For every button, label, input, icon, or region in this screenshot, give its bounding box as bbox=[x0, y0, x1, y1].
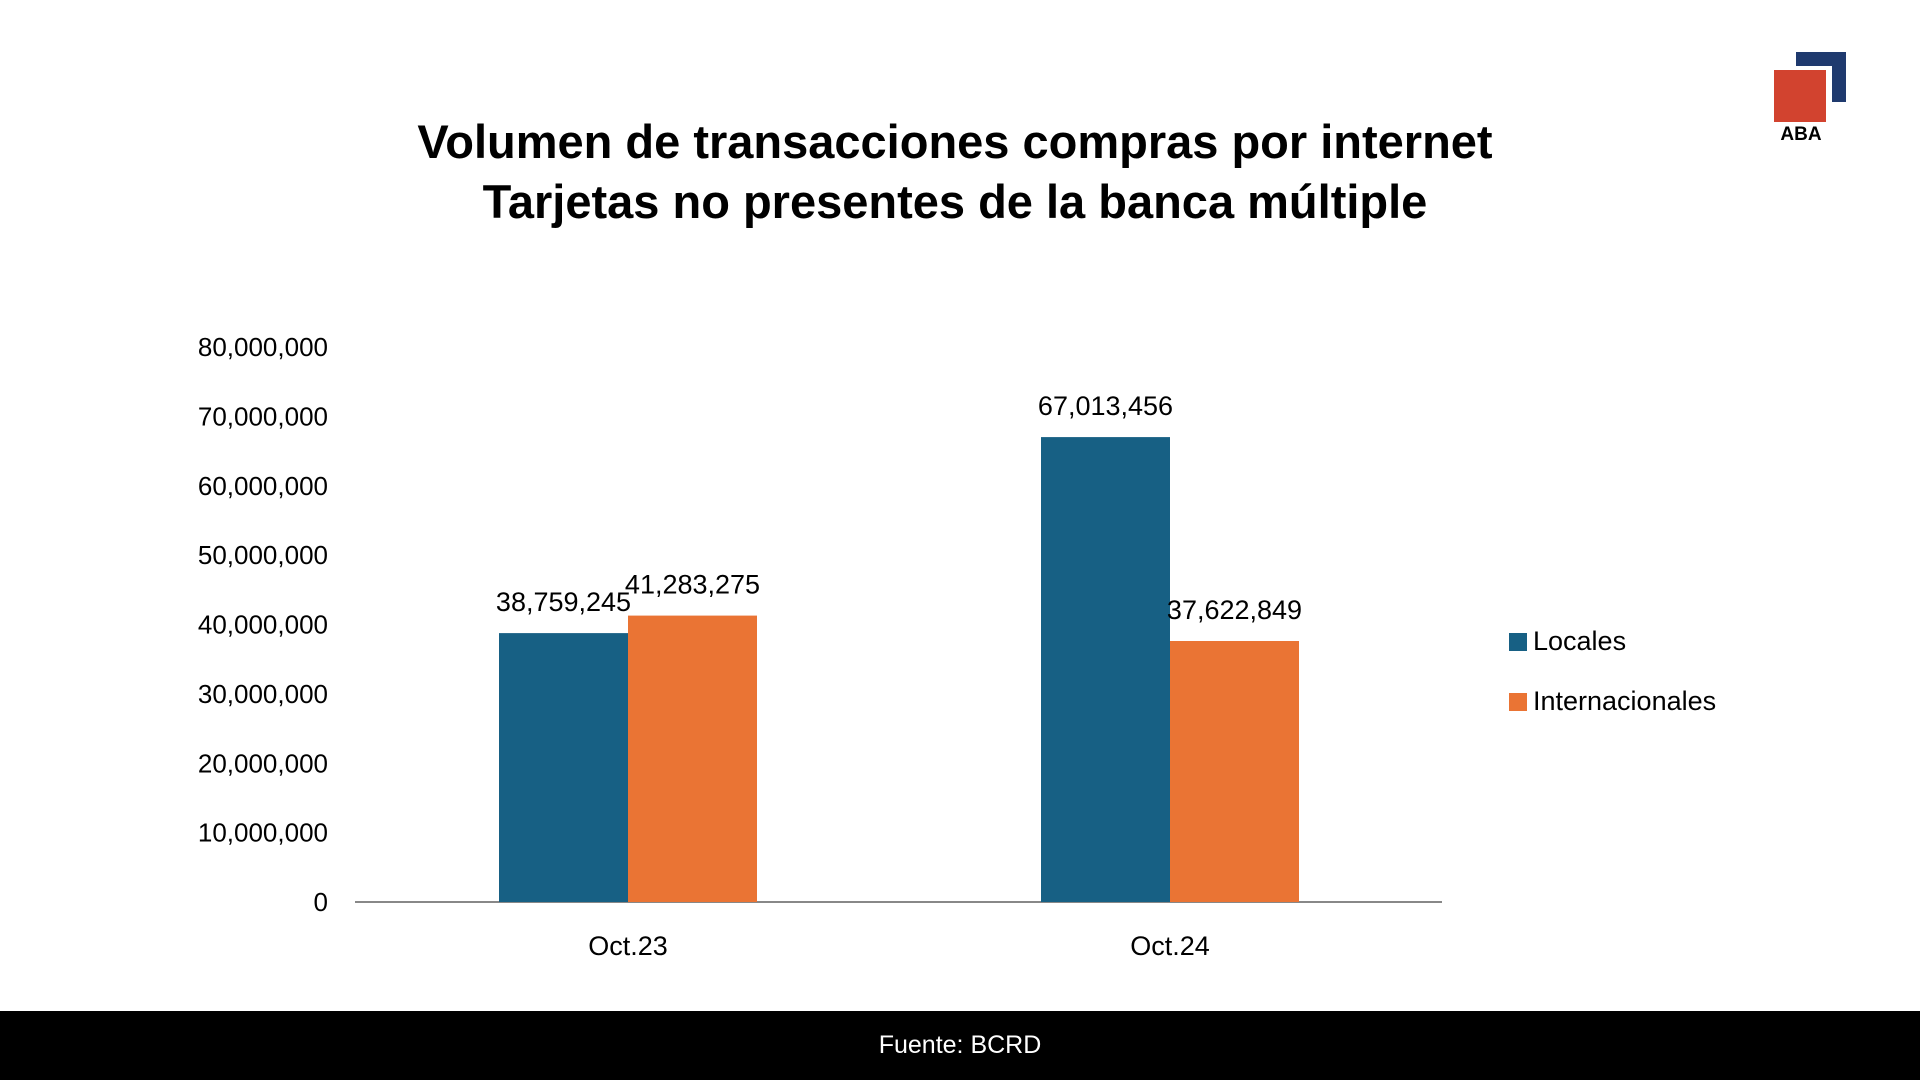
logo-red-square bbox=[1774, 70, 1826, 122]
x-tick-label: Oct.24 bbox=[1130, 931, 1210, 961]
y-tick-label: 50,000,000 bbox=[198, 540, 328, 570]
y-tick-label: 70,000,000 bbox=[198, 401, 328, 431]
logo-text: ABA bbox=[1780, 124, 1822, 145]
data-label: 38,759,245 bbox=[496, 587, 631, 617]
data-label: 37,622,849 bbox=[1167, 595, 1302, 625]
legend-label: Locales bbox=[1533, 626, 1627, 656]
y-tick-label: 60,000,000 bbox=[198, 471, 328, 501]
bar-locales-Oct.24 bbox=[1041, 437, 1170, 902]
y-tick-label: 80,000,000 bbox=[198, 332, 328, 362]
bar-internacionales-Oct.23 bbox=[628, 615, 757, 902]
data-label: 41,283,275 bbox=[625, 570, 760, 600]
bar-locales-Oct.23 bbox=[499, 633, 628, 902]
y-tick-label: 40,000,000 bbox=[198, 610, 328, 640]
legend-label: Internacionales bbox=[1533, 686, 1717, 716]
y-tick-label: 0 bbox=[314, 887, 328, 917]
bar-chart: 0 10,000,000 20,000,000 30,000,000 40,000,00… bbox=[198, 332, 1442, 961]
legend-item-internacionales: Internacionales bbox=[1509, 686, 1716, 717]
legend-swatch-locales bbox=[1509, 632, 1527, 651]
legend-swatch-internacionales bbox=[1509, 692, 1527, 711]
x-tick-label: Oct.23 bbox=[588, 931, 668, 961]
y-tick-label: 20,000,000 bbox=[198, 748, 328, 778]
y-tick-label: 30,000,000 bbox=[198, 679, 328, 709]
aba-logo: ABA bbox=[1774, 52, 1848, 145]
title-line-2: Tarjetas no presentes de la banca múltip… bbox=[482, 175, 1428, 228]
title-line-1: Volumen de transacciones compras por int… bbox=[417, 115, 1493, 168]
legend-item-locales: Locales bbox=[1509, 626, 1626, 657]
y-tick-label: 10,000,000 bbox=[198, 818, 328, 848]
footer-source: Fuente: BCRD bbox=[0, 1011, 1920, 1080]
bar-internacionales-Oct.24 bbox=[1170, 640, 1299, 902]
chart-title: Volumen de transacciones compras por int… bbox=[0, 112, 1910, 232]
logo-blue-bracket bbox=[1796, 52, 1846, 102]
data-label: 67,013,456 bbox=[1038, 391, 1173, 421]
